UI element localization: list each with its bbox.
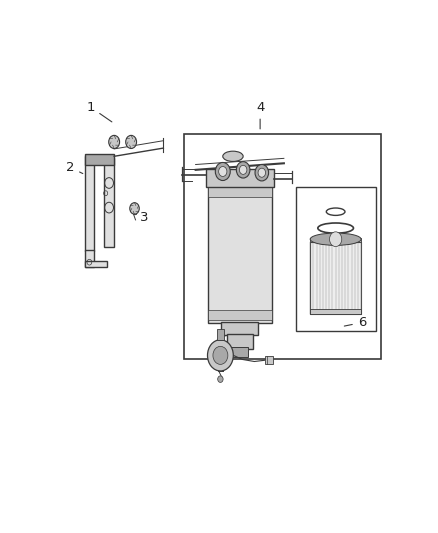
- Bar: [184, 134, 381, 359]
- Text: 3: 3: [134, 212, 149, 224]
- Bar: [265, 356, 273, 365]
- Bar: [296, 187, 375, 330]
- Circle shape: [255, 165, 268, 181]
- Bar: [231, 347, 248, 358]
- Circle shape: [130, 203, 139, 214]
- Ellipse shape: [223, 151, 243, 161]
- Bar: [85, 156, 94, 251]
- Text: 2: 2: [66, 161, 83, 174]
- Bar: [208, 187, 272, 197]
- Bar: [85, 261, 107, 267]
- Circle shape: [258, 168, 265, 177]
- Circle shape: [109, 135, 120, 149]
- Ellipse shape: [310, 233, 361, 245]
- Bar: [310, 243, 361, 314]
- Bar: [221, 322, 258, 335]
- Circle shape: [213, 346, 228, 365]
- Bar: [206, 168, 274, 187]
- Circle shape: [208, 340, 233, 371]
- Bar: [227, 334, 253, 349]
- Circle shape: [240, 165, 247, 174]
- Bar: [208, 187, 272, 322]
- Circle shape: [215, 163, 230, 181]
- Bar: [85, 154, 114, 165]
- Circle shape: [219, 166, 227, 176]
- Circle shape: [126, 135, 137, 149]
- Bar: [217, 329, 224, 340]
- Circle shape: [218, 376, 223, 383]
- Circle shape: [329, 232, 342, 247]
- Text: 1: 1: [86, 101, 112, 122]
- Circle shape: [237, 161, 250, 178]
- Bar: [208, 310, 272, 320]
- Bar: [104, 158, 114, 247]
- Text: 6: 6: [344, 316, 366, 329]
- Text: 4: 4: [256, 101, 264, 129]
- Text: 5: 5: [225, 273, 236, 336]
- Bar: [85, 250, 94, 267]
- Bar: [310, 238, 361, 243]
- Bar: [310, 309, 361, 314]
